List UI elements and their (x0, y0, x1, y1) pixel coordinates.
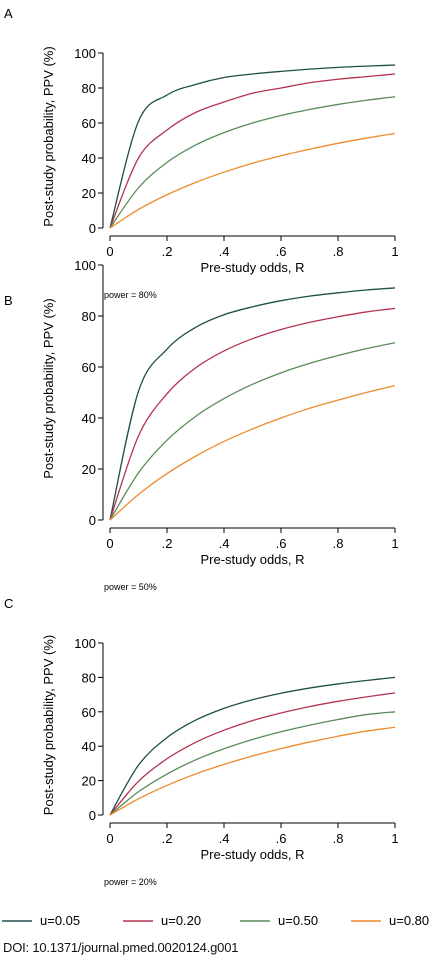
y-axis-title: Post-study probability, PPV (%) (41, 635, 56, 815)
power-note: power = 50% (104, 582, 157, 592)
power-note: power = 80% (104, 290, 157, 300)
y-tick-label: 0 (89, 513, 96, 528)
y-axis-title: Post-study probability, PPV (%) (41, 298, 56, 478)
x-tick-label: 0 (106, 244, 113, 259)
y-tick-label: 80 (82, 81, 96, 96)
y-tick-label: 60 (82, 360, 96, 375)
x-tick-label: .4 (219, 536, 230, 551)
x-tick-label: .4 (219, 244, 230, 259)
panel-label-A: A (4, 6, 13, 21)
x-tick-label: 1 (391, 831, 398, 846)
y-tick-label: 40 (82, 151, 96, 166)
y-tick-label: 0 (89, 221, 96, 236)
series-line-u-005 (109, 676, 396, 816)
y-tick-label: 60 (82, 116, 96, 131)
legend-label-1: u=0.20 (161, 913, 201, 928)
x-axis-title: Pre-study odds, R (200, 847, 304, 862)
series-line-u-020 (109, 692, 396, 816)
series-line-u-080 (109, 132, 396, 229)
x-tick-label: .2 (162, 244, 173, 259)
x-tick-label: 1 (391, 244, 398, 259)
y-tick-label: 20 (82, 186, 96, 201)
y-tick-label: 40 (82, 411, 96, 426)
y-axis-title: Post-study probability, PPV (%) (41, 46, 56, 226)
series-line-u-020 (109, 307, 396, 521)
x-tick-label: .8 (333, 831, 344, 846)
y-tick-label: 20 (82, 774, 96, 789)
y-tick-label: 100 (74, 636, 96, 651)
series-line-u-050 (109, 96, 396, 229)
x-tick-label: .6 (276, 244, 287, 259)
series-line-u-080 (109, 384, 396, 521)
y-tick-label: 20 (82, 462, 96, 477)
y-tick-label: 100 (74, 258, 96, 273)
legend-label-3: u=0.80 (389, 913, 429, 928)
y-tick-label: 80 (82, 670, 96, 685)
x-tick-label: .4 (219, 831, 230, 846)
power-note: power = 20% (104, 877, 157, 887)
x-tick-label: .8 (333, 244, 344, 259)
x-tick-label: .8 (333, 536, 344, 551)
x-axis-title: Pre-study odds, R (200, 552, 304, 567)
x-tick-label: .6 (276, 536, 287, 551)
series-line-u-005 (109, 64, 396, 229)
series-line-u-005 (109, 287, 396, 521)
x-tick-label: 1 (391, 536, 398, 551)
series-line-u-020 (109, 73, 396, 229)
series-line-u-080 (109, 726, 396, 816)
doi-caption: DOI: 10.1371/journal.pmed.0020124.g001 (3, 940, 239, 955)
x-tick-label: 0 (106, 831, 113, 846)
x-tick-label: .2 (162, 536, 173, 551)
x-axis-title: Pre-study odds, R (200, 260, 304, 275)
x-tick-label: .6 (276, 831, 287, 846)
legend-label-0: u=0.05 (40, 913, 80, 928)
y-tick-label: 80 (82, 309, 96, 324)
series-line-u-050 (109, 342, 396, 521)
y-tick-label: 100 (74, 46, 96, 61)
x-tick-label: 0 (106, 536, 113, 551)
x-tick-label: .2 (162, 831, 173, 846)
panel-label-C: C (4, 596, 13, 611)
y-tick-label: 60 (82, 705, 96, 720)
y-tick-label: 40 (82, 739, 96, 754)
panel-label-B: B (4, 293, 13, 308)
series-line-u-050 (109, 711, 396, 816)
legend-label-2: u=0.50 (278, 913, 318, 928)
y-tick-label: 0 (89, 808, 96, 823)
